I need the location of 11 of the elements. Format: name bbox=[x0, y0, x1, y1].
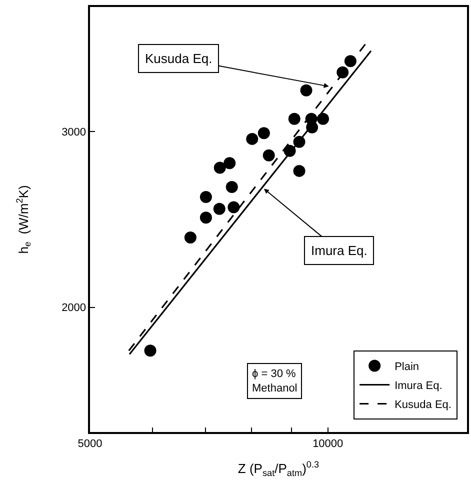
x-tick-label: 5000 bbox=[78, 438, 102, 450]
legend-label: Plain bbox=[394, 361, 420, 374]
x-tick-label: 10000 bbox=[312, 438, 344, 450]
annotation: ϕ = 30 % Methanol bbox=[252, 368, 298, 394]
x-axis-title: Z (P$_{sat}$/P$_{atm}$)$^{0.3}$ bbox=[238, 460, 320, 478]
annotation: Kusuda Eq. bbox=[145, 51, 212, 66]
y-tick-label: 3000 bbox=[62, 126, 86, 138]
annotation: Imura Eq. bbox=[311, 243, 368, 258]
legend-label: Kusuda Eq. bbox=[394, 399, 452, 412]
legend-label: Imura Eq. bbox=[394, 380, 442, 392]
y-tick-label: 2000 bbox=[62, 302, 86, 314]
